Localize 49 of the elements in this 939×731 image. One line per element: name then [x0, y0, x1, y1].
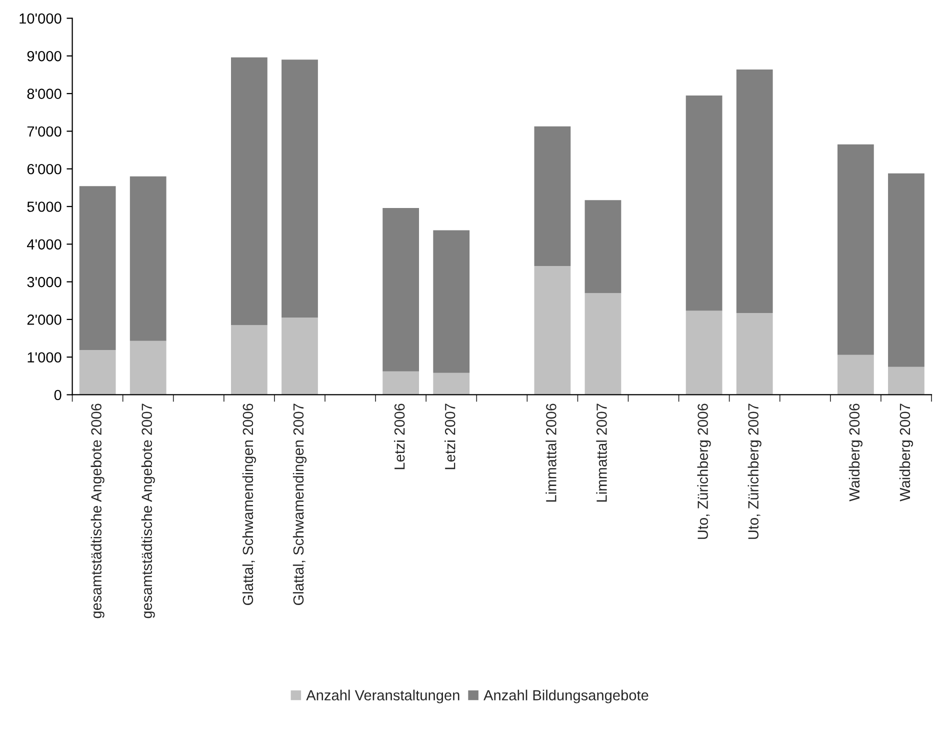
y-tick-label: 4'000 [27, 239, 62, 250]
y-tick-label: 6'000 [27, 164, 62, 174]
bar [686, 95, 722, 311]
bar [736, 313, 773, 395]
legend-label: Anzahl Bildungsangebote [484, 690, 648, 704]
legend-label: Anzahl Veranstaltungen [306, 690, 460, 704]
bar [888, 366, 924, 395]
x-tick-label: gesamtstädtische Angebote 2007 [141, 404, 155, 618]
y-tick-label: 1'000 [28, 352, 62, 363]
x-tick-label: Glattal, Schwamendingen 2007 [292, 404, 307, 606]
x-tick-label: Limmattal 2006 [546, 404, 556, 502]
bar [79, 350, 116, 395]
y-tick-label: 9'000 [27, 51, 62, 62]
y-tick-label: 5'000 [27, 202, 62, 212]
bar [130, 176, 166, 341]
y-tick-label: 10'000 [20, 13, 62, 24]
bar [736, 69, 773, 314]
x-tick-label: Uto, Zürichberg 2007 [748, 404, 762, 539]
bar [282, 60, 318, 318]
y-tick-label: 8'000 [27, 88, 62, 99]
x-tick-label: Letzi 2007 [444, 404, 456, 470]
bar [282, 318, 318, 395]
bar [534, 126, 571, 266]
bar [584, 200, 622, 294]
bar [130, 340, 166, 395]
bar [584, 293, 622, 395]
bar [433, 372, 470, 395]
y-tick-label: 3'000 [27, 276, 62, 288]
y-tick-label: 2'000 [27, 314, 62, 325]
x-tick-label: Letzi 2006 [394, 404, 405, 470]
bar [79, 186, 116, 350]
bar [686, 310, 722, 395]
bar [837, 144, 874, 355]
x-tick-label: Limmattal 2007 [596, 404, 607, 502]
y-tick-label: 0 [54, 390, 62, 400]
bar [382, 371, 420, 395]
bar [231, 57, 268, 326]
bar [433, 230, 470, 373]
x-tick-label: gesamtstädtische Angebote 2006 [90, 404, 104, 618]
bar [837, 354, 874, 395]
x-tick-label: Glattal, Schwamendingen 2006 [242, 404, 256, 606]
x-tick-label: Waidberg 2007 [899, 404, 914, 502]
bar [382, 208, 420, 372]
x-tick-label: Waidberg 2006 [848, 404, 862, 502]
bar [231, 325, 268, 395]
bar [888, 173, 924, 367]
x-tick-label: Uto, Zürichberg 2006 [697, 404, 711, 539]
bar [534, 266, 571, 395]
y-tick-label: 7'000 [27, 126, 62, 137]
